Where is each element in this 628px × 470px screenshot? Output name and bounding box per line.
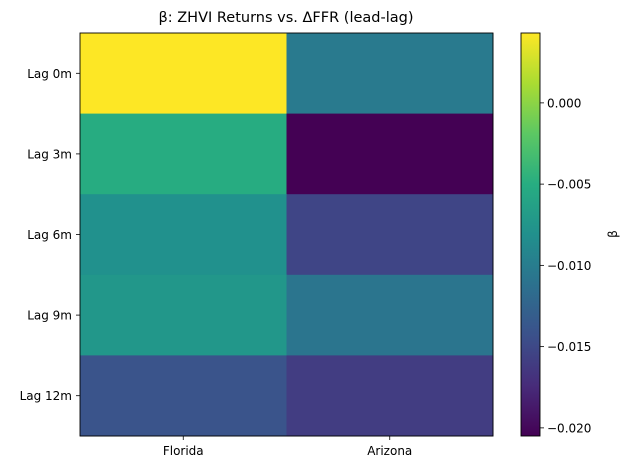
y-tick-label: Lag 0m (27, 67, 72, 81)
heatmap-cells (80, 33, 494, 437)
heatmap-cell (286, 113, 494, 195)
y-tick-label: Lag 12m (20, 389, 72, 403)
chart-title: β: ZHVI Returns vs. ΔFFR (lead-lag) (158, 10, 413, 26)
heatmap-cell (80, 194, 287, 276)
heatmap-cell (286, 33, 494, 115)
heatmap-cell (286, 194, 494, 276)
y-tick-label: Lag 3m (27, 147, 72, 161)
y-tick-label: Lag 9m (27, 309, 72, 323)
colorbar-tick-label: 0.000 (547, 96, 581, 110)
colorbar-tick-label: −0.015 (547, 340, 591, 354)
heatmap-cell (80, 33, 287, 115)
colorbar-axis: 0.000 −0.005 −0.010 −0.015 −0.020 (540, 96, 591, 435)
y-axis: Lag 0m Lag 3m Lag 6m Lag 9m Lag 12m (20, 67, 80, 403)
x-tick-label: Arizona (367, 444, 412, 458)
colorbar (521, 33, 540, 436)
heatmap-cell (286, 355, 494, 437)
colorbar-tick-label: −0.010 (547, 259, 591, 273)
heatmap-cell (286, 274, 494, 356)
colorbar-frame (520, 32, 541, 437)
colorbar-tick-label: −0.020 (547, 421, 591, 435)
heatmap-cell (80, 113, 287, 195)
colorbar-tick-label: −0.005 (547, 178, 591, 192)
colorbar-label: β (606, 230, 620, 238)
x-axis: Florida Arizona (163, 436, 412, 458)
y-tick-label: Lag 6m (27, 228, 72, 242)
x-tick-label: Florida (163, 444, 204, 458)
heatmap-cell (80, 274, 287, 356)
heatmap-cell (80, 355, 287, 437)
